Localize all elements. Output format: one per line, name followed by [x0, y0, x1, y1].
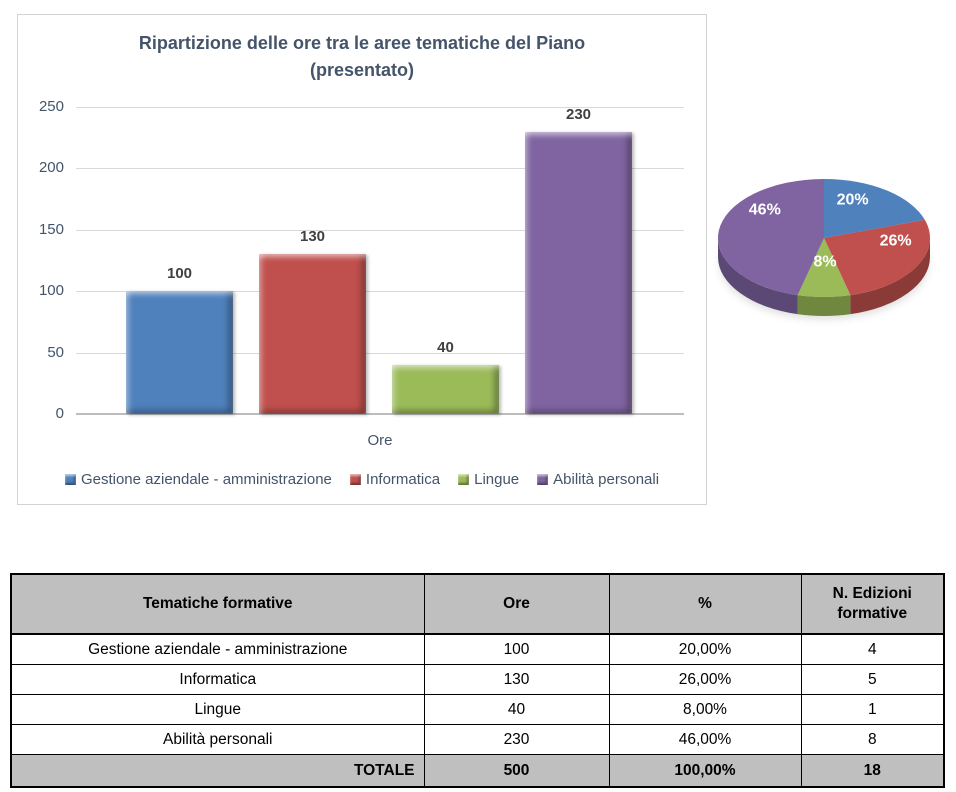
- table-header-row: Tematiche formative Ore% N. Edizioni forma…: [10, 573, 945, 635]
- table-cell: Lingue: [10, 694, 425, 725]
- chart-title: Ripartizione delle ore tra le aree temat…: [18, 30, 706, 84]
- bar-value-label: 40: [437, 338, 454, 356]
- table-total-row: TOTALE 500 100,00% 18: [10, 754, 945, 788]
- bar-value-label: 130: [299, 228, 326, 246]
- y-axis-tick-label: 200: [38, 159, 64, 177]
- bar-2: [392, 364, 499, 414]
- gridline: [76, 229, 684, 231]
- bar-value-label: 230: [565, 105, 592, 123]
- y-axis-tick-label: 50: [47, 343, 64, 361]
- table-cell: 100: [423, 633, 610, 665]
- table-row: Abilità personali 230 46,00% 8: [10, 724, 945, 755]
- pie-slice-label: 20%: [837, 191, 869, 208]
- table-total-cell: 500: [423, 754, 610, 788]
- table-cell: Gestione aziendale - amministrazione: [10, 633, 425, 665]
- x-axis-title: Ore: [367, 432, 393, 449]
- table-cell: 40: [423, 694, 610, 725]
- chart-title-line1: Ripartizione delle ore tra le aree temat…: [138, 33, 586, 53]
- table-row: Gestione aziendale - amministrazione 100 2…: [10, 633, 945, 665]
- legend-label: Lingue: [474, 471, 520, 488]
- pie-slice-label: 46%: [749, 201, 781, 218]
- table-cell: 8: [800, 724, 945, 755]
- y-axis-tick-label: 250: [38, 98, 64, 115]
- table-header-cell: %: [608, 573, 802, 635]
- pie-slice-2: [797, 238, 851, 298]
- bar-chart-panel: Ripartizione delle ore tra le aree temat…: [17, 14, 707, 505]
- bar-3: [525, 131, 632, 414]
- y-axis-tick-label: 150: [38, 220, 64, 238]
- legend-label: Gestione aziendale - amministrazione: [80, 471, 332, 488]
- gridline: [76, 291, 684, 293]
- table-total-cell: 18: [800, 754, 945, 788]
- table-row: Informatica 130 26,00% 5: [10, 664, 945, 695]
- table-header-cell: N. Edizioni formative: [800, 573, 945, 635]
- table-header-cell: Ore: [423, 573, 610, 635]
- gridline: [76, 107, 684, 108]
- table-cell: 46,00%: [608, 724, 802, 755]
- table-total-cell: 100,00%: [608, 754, 802, 788]
- legend-key-icon: [64, 474, 76, 485]
- legend-key-icon: [458, 474, 470, 485]
- bar-chart-plot-area: 0 50 100 150 200 250 100 130 40 230: [39, 98, 684, 422]
- table-cell: 8,00%: [608, 694, 802, 725]
- legend-item: Abilità personali: [537, 471, 659, 488]
- table-cell: 20,00%: [608, 633, 802, 665]
- table-cell: Abilità personali: [10, 724, 425, 755]
- legend-key-icon: [537, 474, 549, 485]
- gridline: [76, 168, 684, 170]
- table-cell: 4: [800, 633, 945, 665]
- pie-chart: 20% 26% 8% 46%: [717, 178, 930, 319]
- pie-slice-3: [717, 178, 824, 296]
- y-axis-tick-label: 0: [55, 405, 64, 422]
- table-cell: 1: [800, 694, 945, 725]
- table-cell: 5: [800, 664, 945, 695]
- table-cell: Informatica: [10, 664, 425, 695]
- bar-0: [126, 291, 233, 414]
- table-cell: 230: [423, 724, 610, 755]
- legend-item: Gestione aziendale - amministrazione: [64, 471, 332, 488]
- bar-value-label: 100: [166, 265, 193, 283]
- table-row: Lingue 40 8,00% 1: [10, 694, 945, 725]
- y-axis-tick-label: 100: [38, 282, 64, 300]
- legend-key-icon: [349, 474, 361, 485]
- pie-slice-side-3: [718, 238, 798, 315]
- gridline: [76, 352, 684, 354]
- pie-slice-1: [824, 219, 930, 296]
- pie-slice-label: 26%: [880, 233, 912, 250]
- x-axis-line: [76, 413, 684, 415]
- legend-item: Informatica: [349, 471, 441, 488]
- data-table-wrap: Tematiche formative Ore% N. Edizioni forma…: [10, 573, 945, 788]
- table-total-cell: TOTALE: [10, 754, 425, 788]
- pie-slice-side-1: [850, 238, 930, 315]
- data-table: Tematiche formative Ore% N. Edizioni forma…: [10, 573, 945, 788]
- table-header-cell: Tematiche formative: [10, 573, 425, 635]
- table-cell: 26,00%: [608, 664, 802, 695]
- pie-slice-label: 8%: [813, 254, 836, 271]
- chart-legend: Gestione aziendale - amministrazione Info…: [18, 471, 706, 488]
- pie-slice-0: [824, 179, 925, 238]
- legend-label: Informatica: [365, 471, 441, 488]
- pie-slice-side-2: [797, 295, 851, 317]
- chart-title-line2: (presentato): [309, 60, 414, 80]
- bar-1: [259, 254, 366, 414]
- legend-item: Lingue: [458, 471, 519, 488]
- legend-label: Abilità personali: [553, 471, 660, 488]
- table-cell: 130: [423, 664, 610, 695]
